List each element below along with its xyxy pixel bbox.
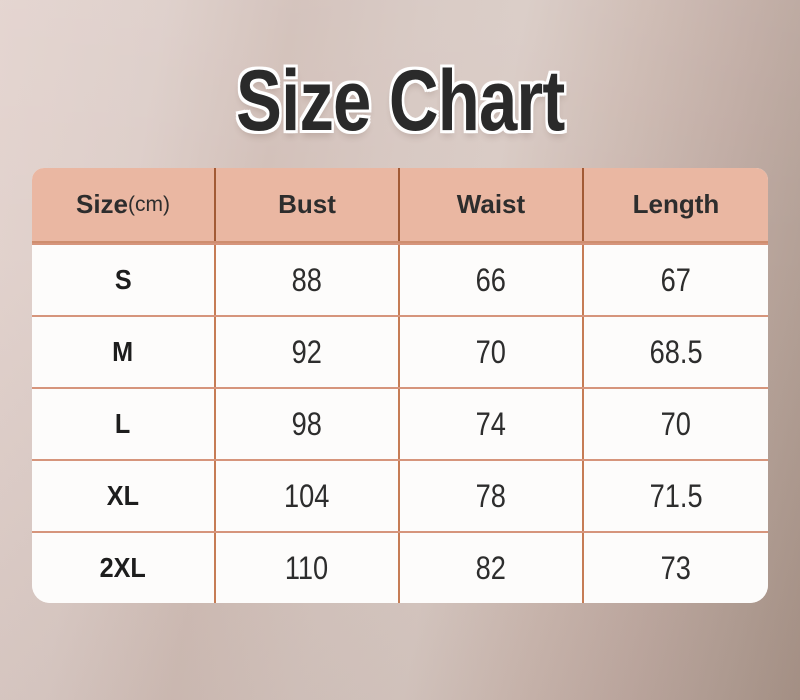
cell-waist-2xl: 82: [400, 533, 584, 603]
cell-waist-xl: 78: [400, 461, 584, 531]
cell-length-l: 70: [584, 389, 768, 459]
header-cell-size: Size (cm): [32, 168, 216, 241]
header-label-bust: Bust: [278, 189, 336, 219]
cell-bust-l: 98: [216, 389, 400, 459]
cell-waist-m: 70: [400, 317, 584, 387]
cell-size-l: L: [32, 389, 216, 459]
table-row-m: M 92 70 68.5: [32, 315, 768, 387]
cell-value: L: [115, 408, 131, 439]
header-cell-length: Length: [584, 168, 768, 241]
cell-value: 67: [660, 261, 692, 298]
cell-value: 70: [475, 333, 507, 370]
table-row-s: S 88 66 67: [32, 243, 768, 315]
cell-length-m: 68.5: [584, 317, 768, 387]
cell-waist-s: 66: [400, 245, 584, 315]
cell-bust-xl: 104: [216, 461, 400, 531]
cell-length-xl: 71.5: [584, 461, 768, 531]
header-unit-cm: (cm): [128, 192, 170, 216]
table-row-xl: XL 104 78 71.5: [32, 459, 768, 531]
cell-value: 88: [291, 261, 323, 298]
header-label-length: Length: [632, 189, 720, 219]
header-label-waist: Waist: [456, 189, 526, 219]
cell-size-2xl: 2XL: [32, 533, 216, 603]
cell-value: 70: [660, 405, 692, 442]
cell-size-m: M: [32, 317, 216, 387]
cell-value: 68.5: [649, 333, 703, 370]
cell-value: 71.5: [649, 477, 703, 514]
cell-length-2xl: 73: [584, 533, 768, 603]
cell-value: S: [114, 264, 132, 295]
table-header-row: Size (cm) Bust Waist Length: [32, 168, 768, 243]
cell-size-s: S: [32, 245, 216, 315]
table-row-2xl: 2XL 110 82 73: [32, 531, 768, 603]
cell-value: 66: [475, 261, 507, 298]
cell-length-s: 67: [584, 245, 768, 315]
cell-value: 98: [291, 405, 323, 442]
cell-value: 82: [475, 549, 507, 586]
cell-value: 73: [660, 549, 692, 586]
header-cell-waist: Waist: [400, 168, 584, 241]
cell-value: 78: [475, 477, 507, 514]
cell-bust-2xl: 110: [216, 533, 400, 603]
page-title: Size Chart: [0, 58, 800, 144]
cell-value: M: [112, 336, 134, 367]
cell-bust-m: 92: [216, 317, 400, 387]
cell-value: XL: [106, 480, 140, 511]
cell-value: 2XL: [99, 552, 147, 583]
size-chart-table: Size (cm) Bust Waist Length S 88 66 67 M …: [32, 168, 768, 603]
table-row-l: L 98 74 70: [32, 387, 768, 459]
header-label-size: Size: [75, 189, 129, 219]
cell-value: 74: [475, 405, 507, 442]
cell-waist-l: 74: [400, 389, 584, 459]
page-title-text: Size Chart: [235, 53, 565, 149]
cell-value: 110: [285, 549, 329, 586]
cell-size-xl: XL: [32, 461, 216, 531]
header-cell-bust: Bust: [216, 168, 400, 241]
cell-bust-s: 88: [216, 245, 400, 315]
cell-value: 92: [291, 333, 323, 370]
cell-value: 104: [284, 477, 330, 514]
